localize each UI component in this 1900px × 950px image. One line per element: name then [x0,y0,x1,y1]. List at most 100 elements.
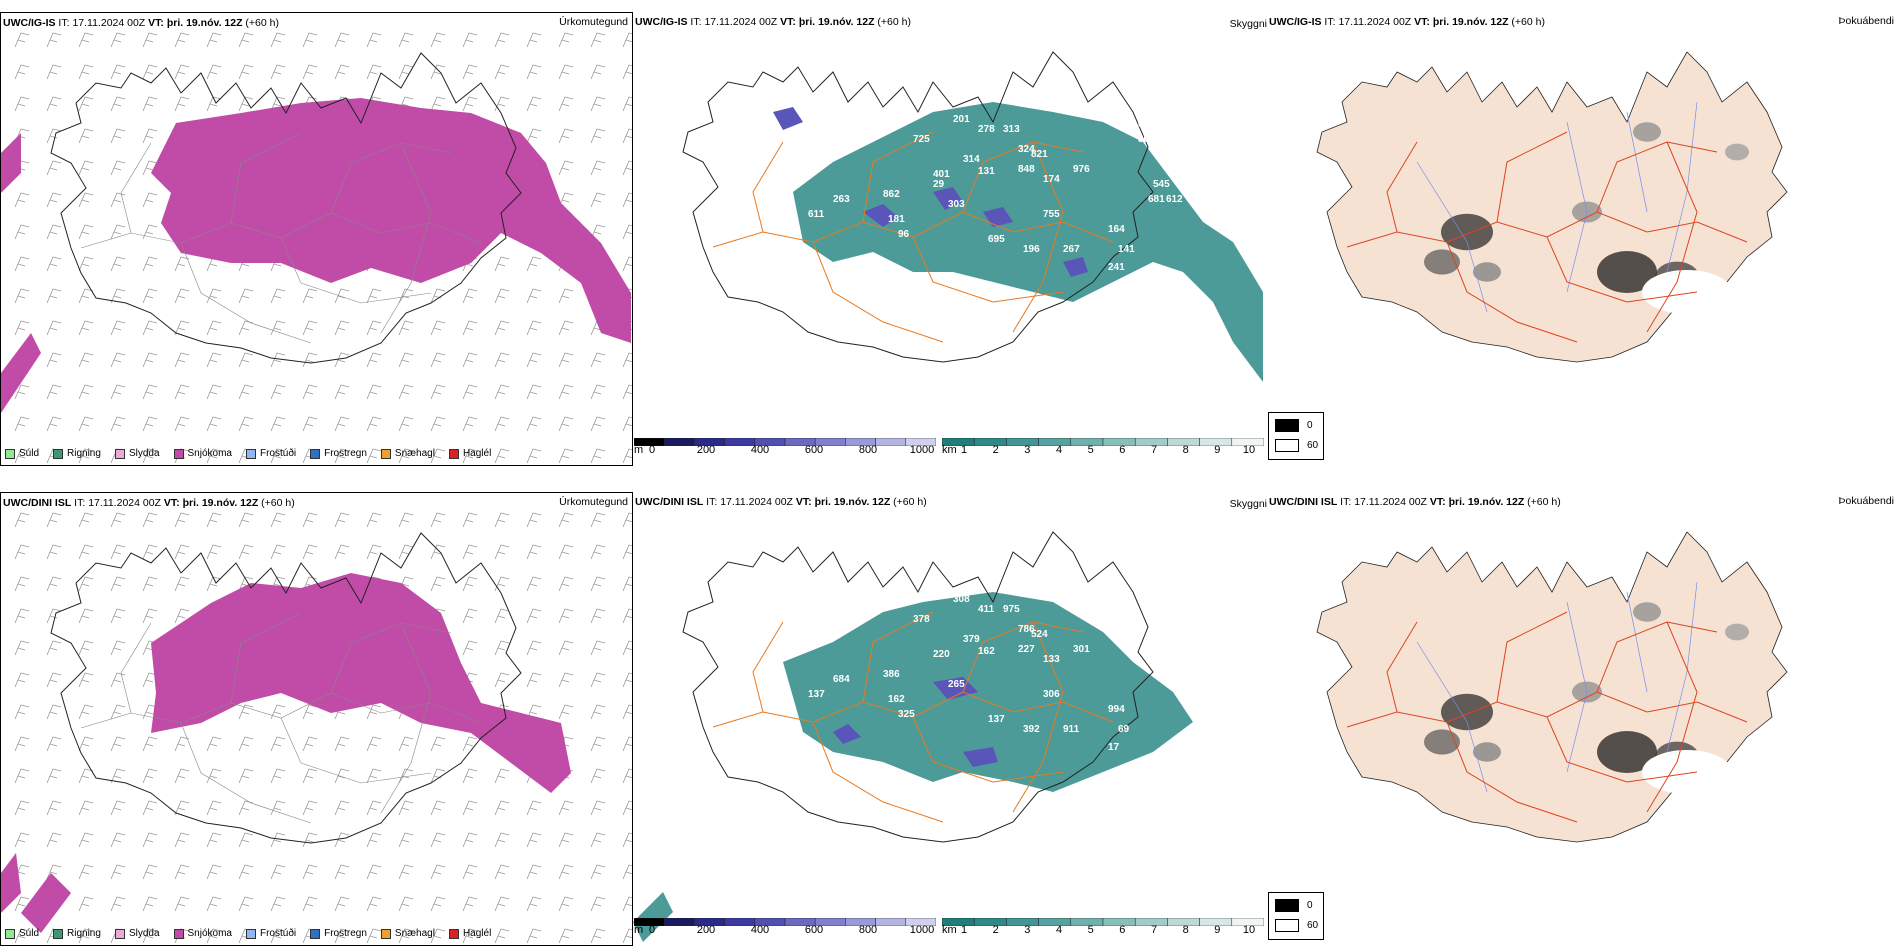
wind-barb [270,512,286,528]
colorbar-tick: 1 [960,444,968,456]
wind-barb [142,384,158,400]
height-label: 29 [933,179,945,190]
wind-barb [78,896,94,912]
wind-barb [398,544,414,560]
wind-barb [110,384,126,400]
wind-barb [494,544,510,560]
wind-barb [270,64,286,80]
wind-barb [622,512,632,528]
wind-barb [46,192,62,208]
height-label: 306 [1043,689,1060,700]
legend-item: Súld [5,928,39,939]
wind-barb [462,384,478,400]
wind-barb [622,384,632,400]
wind-barb [46,736,62,752]
wind-barb [558,96,574,112]
wind-barb [430,832,446,848]
wind-barb [238,704,254,720]
height-label: 725 [913,134,930,145]
panel-title: Skyggni [1229,18,1267,30]
wind-barb [302,896,318,912]
wind-barb [14,640,30,656]
wind-barb [398,832,414,848]
legend-item: Súld [5,448,39,459]
wind-barb [590,224,606,240]
wind-barb [142,864,158,880]
wind-barb [398,384,414,400]
wind-barb [558,352,574,368]
wind-barb [622,832,632,848]
wind-barb [462,896,478,912]
wind-barb [334,768,350,784]
wind-barb [206,448,222,464]
wind-barb [142,32,158,48]
fog-area [1725,623,1749,641]
height-label: 137 [988,714,1005,725]
wind-barb [142,320,158,336]
height-label: 313 [1003,124,1020,135]
wind-barb [334,320,350,336]
legend-item: Frostúði [245,448,296,459]
wind-barb [110,608,126,624]
wind-barb [558,544,574,560]
wind-barb [238,544,254,560]
wind-barb [622,640,632,656]
height-label: 164 [1108,224,1125,235]
legend-swatch [114,448,125,459]
wind-barb [110,800,126,816]
wind-barb [590,832,606,848]
wind-barb [366,768,382,784]
wind-barb [494,352,510,368]
wind-barb [590,608,606,624]
wind-barb [622,672,632,688]
wind-barb [174,800,190,816]
wind-barb [14,96,30,112]
legend-label: Rigning [67,448,101,459]
wind-barb [558,704,574,720]
wind-barb [142,288,158,304]
wind-barb [590,32,606,48]
wind-barb [430,768,446,784]
wind-barb [334,288,350,304]
wind-barb [622,352,632,368]
legend-label: Snjókoma [187,448,232,459]
wind-barb [462,416,478,432]
precip-type-panel-2: UWC/DINI ISL IT: 17.11.2024 00Z VT: þri.… [0,492,633,946]
panel-header: UWC/DINI ISL IT: 17.11.2024 00Z VT: þri.… [1269,496,1561,508]
wind-barb [526,864,542,880]
wind-barb [462,288,478,304]
precip-legend: Súld Rigning Slydda Snjókoma Frostúði Frostre… [5,928,491,939]
panel-title: Þokuábendi [1838,495,1894,507]
height-label: 975 [1003,604,1020,615]
wind-barb [302,384,318,400]
vt-value: þri. 19.nóv. 12Z [1448,496,1525,508]
wind-barb [206,416,222,432]
wind-barb [622,544,632,560]
wind-barb [110,256,126,272]
colorbar-tick: 1000 [909,444,935,456]
wind-barb [558,64,574,80]
wind-barb [302,416,318,432]
wind-barb [462,640,478,656]
wind-barb [238,288,254,304]
wind-barb [622,32,632,48]
wind-barb [590,192,606,208]
wind-barb [46,544,62,560]
wind-barb [430,96,446,112]
wind-barb [462,96,478,112]
wind-barb [558,288,574,304]
wind-barb [526,320,542,336]
it-label: IT: [1340,496,1352,508]
colorbar-segment [663,918,695,926]
wind-barb [334,736,350,752]
wind-barb [526,96,542,112]
wind-barb [430,576,446,592]
wind-barb [270,448,286,464]
precip-legend: Súld Rigning Slydda Snjókoma Frostúði Frostre… [5,448,491,459]
wind-barb [366,544,382,560]
wind-barb [494,448,510,464]
wind-barb [206,928,222,944]
wind-barb [174,736,190,752]
height-label: 162 [888,694,905,705]
wind-barb [462,352,478,368]
